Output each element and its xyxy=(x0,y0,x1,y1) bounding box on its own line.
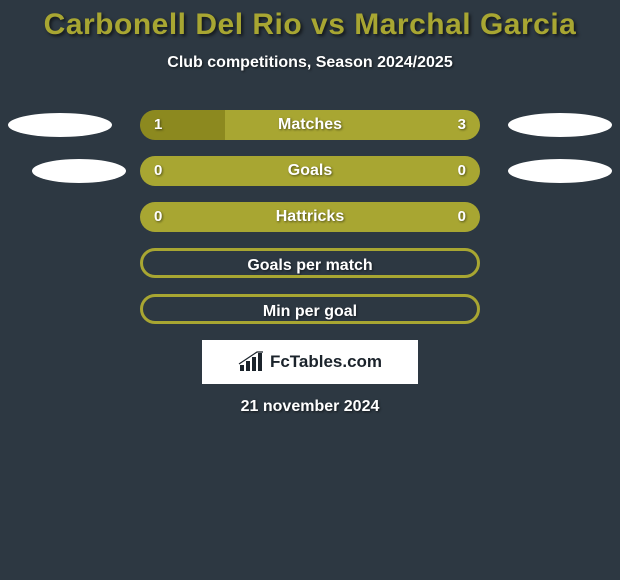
comparison-infographic: Carbonell Del Rio vs Marchal Garcia Club… xyxy=(0,0,620,416)
logo-text: FcTables.com xyxy=(270,352,382,372)
stat-rows: Matches13 Goals00 Hattricks00 Goals per mat… xyxy=(0,110,620,324)
stat-label: Goals per match xyxy=(143,251,477,278)
stat-bar: Goals per match xyxy=(140,248,480,278)
date-line: 21 november 2024 xyxy=(0,398,620,416)
bar-fill-left xyxy=(140,202,310,232)
stat-bar: Goals00 xyxy=(140,156,480,186)
page-title: Carbonell Del Rio vs Marchal Garcia xyxy=(0,8,620,42)
bar-fill-left xyxy=(140,110,225,140)
stat-bar: Matches13 xyxy=(140,110,480,140)
stat-row: Min per goal xyxy=(0,294,620,324)
stat-label: Min per goal xyxy=(143,297,477,324)
bar-fill-right xyxy=(225,110,480,140)
stat-row: Goals per match xyxy=(0,248,620,278)
player-right-marker xyxy=(508,113,612,137)
bar-chart-icon xyxy=(238,351,264,373)
stat-row: Goals00 xyxy=(0,156,620,186)
bar-fill-left xyxy=(140,156,310,186)
stat-row: Hattricks00 xyxy=(0,202,620,232)
player-left-marker xyxy=(8,113,112,137)
bar-fill-right xyxy=(310,156,480,186)
logo-box: FcTables.com xyxy=(202,340,418,384)
subtitle: Club competitions, Season 2024/2025 xyxy=(0,54,620,72)
stat-bar: Hattricks00 xyxy=(140,202,480,232)
player-right-marker xyxy=(508,159,612,183)
stat-bar: Min per goal xyxy=(140,294,480,324)
bar-fill-right xyxy=(310,202,480,232)
stat-row: Matches13 xyxy=(0,110,620,140)
player-left-marker xyxy=(32,159,126,183)
